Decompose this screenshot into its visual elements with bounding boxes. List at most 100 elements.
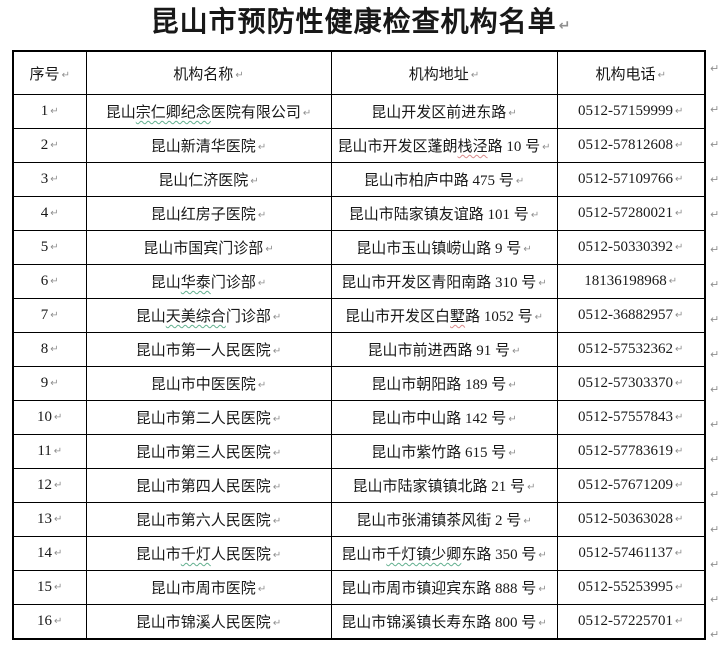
cell-institution-address: 昆山市朝阳路 189 号 ↵: [330, 366, 558, 401]
cell-institution-address: 昆山市紫竹路 615 号 ↵: [330, 434, 558, 469]
cell-institution-name: 昆山红房子医院 ↵: [85, 196, 332, 231]
cell-text: 昆山市前进西路 91 号: [367, 343, 511, 359]
cell-end-mark: ↵: [515, 176, 525, 187]
row-end-marks: ↵ ↵ ↵ ↵ ↵ ↵ ↵ ↵ ↵ ↵ ↵ ↵ ↵ ↵ ↵ ↵ ↵: [710, 50, 719, 655]
cell-text: 0512-36882957: [578, 307, 674, 323]
header-label: 机构电话: [595, 66, 656, 83]
cell-end-mark: ↵: [54, 582, 63, 593]
spellcheck-underlined-text: 宗仁卿纪念: [135, 105, 211, 121]
spellcheck-underlined-text: 天美综合: [165, 309, 226, 325]
header-label: 序号: [29, 66, 60, 83]
cell-text: 昆山: [150, 275, 181, 291]
cell-end-mark: ↵: [257, 380, 267, 391]
spellcheck-underlined-text: 千灯: [180, 547, 211, 563]
table-row: 4 ↵ 昆山红房子医院 ↵ 昆山市陆家镇友谊路 101 号 ↵ 0512-57280021 ↵: [12, 196, 706, 231]
cell-institution-name: 昆山市第三人民医院 ↵: [85, 434, 332, 469]
cell-text: 10: [37, 409, 53, 425]
cell-end-mark: ↵: [675, 174, 684, 185]
cell-institution-phone: 0512-57159999 ↵: [556, 94, 706, 129]
cell-end-mark: ↵: [272, 346, 282, 357]
cell-row-number: 2 ↵: [12, 128, 87, 163]
cell-institution-phone: 0512-57303370 ↵: [556, 366, 706, 401]
institutions-table: 序号 ↵ 机构名称 ↵ 机构地址 ↵ 机构电话 ↵ 1 ↵ 昆山宗仁卿纪念医院有限公司 ↵ 昆山…: [12, 50, 706, 640]
cell-row-number: 11 ↵: [12, 434, 87, 469]
cell-institution-phone: 0512-57109766 ↵: [556, 162, 706, 197]
cell-row-number: 16 ↵: [12, 604, 87, 640]
cell-row-number: 14 ↵: [12, 536, 87, 571]
table-row: 14 ↵ 昆山市千灯人民医院 ↵ 昆山市千灯镇少卿东路 350 号 ↵ 0512-57461…: [12, 536, 706, 571]
cell-text: 路 1052 号: [465, 309, 533, 325]
cell-end-mark: ↵: [675, 514, 684, 525]
row-end-mark: ↵: [710, 453, 720, 466]
cell-institution-address: 昆山市开发区青阳南路 310 号 ↵: [330, 264, 558, 299]
cell-institution-phone: 0512-57812608 ↵: [556, 128, 706, 163]
cell-text: 6: [40, 273, 49, 289]
cell-institution-phone: 0512-57783619 ↵: [556, 434, 706, 469]
cell-end-mark: ↵: [50, 344, 59, 355]
row-end-mark: ↵: [710, 103, 720, 116]
cell-end-mark: ↵: [50, 140, 59, 151]
cell-text: 13: [37, 511, 53, 527]
cell-text: 人民医院: [210, 547, 271, 563]
row-end-mark: ↵: [710, 488, 720, 501]
cell-end-mark: ↵: [50, 174, 59, 185]
row-end-mark: ↵: [710, 278, 720, 291]
cell-text: 昆山市国宾门诊部: [143, 241, 264, 257]
cell-end-mark: ↵: [54, 548, 63, 559]
header-label: 机构名称: [173, 66, 234, 83]
cell-text: 医院有限公司: [210, 105, 301, 121]
cell-text: 昆山市第二人民医院: [135, 411, 271, 427]
cell-text: 7: [40, 307, 49, 323]
cell-text: 昆山市陆家镇友谊路 101 号: [348, 207, 529, 223]
cell-end-mark: ↵: [257, 210, 267, 221]
cell-institution-address: 昆山市陆家镇友谊路 101 号 ↵: [330, 196, 558, 231]
row-end-mark: ↵: [710, 348, 720, 361]
cell-end-mark: ↵: [542, 142, 551, 153]
cell-end-mark: ↵: [272, 414, 282, 425]
table-row: 7 ↵ 昆山天美综合门诊部 ↵ 昆山市开发区白墅路 1052 号 ↵ 0512-368829…: [12, 298, 706, 333]
cell-end-mark: ↵: [272, 312, 282, 323]
cell-end-mark: ↵: [523, 244, 532, 255]
cell-text: 昆山红房子医院: [150, 207, 256, 223]
cell-text: 昆山市开发区蓬朗: [337, 139, 458, 155]
cell-institution-address: 昆山市前进西路 91 号 ↵: [330, 332, 558, 367]
page-title-text: 昆山市预防性健康检查机构名单: [150, 6, 557, 37]
cell-end-mark: ↵: [61, 69, 70, 81]
table-row: 16 ↵ 昆山市锦溪人民医院 ↵ 昆山市锦溪镇长寿东路 800 号 ↵ 0512-57225…: [12, 604, 706, 640]
table-row: 10 ↵ 昆山市第二人民医院 ↵ 昆山市中山路 142 号 ↵ 0512-57557843 ↵: [12, 400, 706, 435]
table-row: 5 ↵ 昆山市国宾门诊部 ↵ 昆山市玉山镇崂山路 9 号 ↵ 0512-50330392 ↵: [12, 230, 706, 265]
cell-text: 昆山新清华医院: [150, 139, 256, 155]
cell-end-mark: ↵: [538, 550, 547, 561]
cell-text: 18136198968: [584, 273, 667, 289]
cell-text: 0512-50363028: [578, 511, 674, 527]
cell-end-mark: ↵: [272, 516, 282, 527]
cell-end-mark: ↵: [257, 142, 267, 153]
cell-institution-address: 昆山开发区前进东路 ↵: [330, 94, 558, 129]
cell-text: 2: [40, 137, 49, 153]
cell-text: 0512-50330392: [578, 239, 674, 255]
cell-text: 昆山市朝阳路 189 号: [371, 377, 507, 393]
cell-text: 昆山市中医医院: [150, 377, 256, 393]
table-row: 8 ↵ 昆山市第一人民医院 ↵ 昆山市前进西路 91 号 ↵ 0512-57532362 ↵: [12, 332, 706, 367]
cell-end-mark: ↵: [50, 106, 59, 117]
cell-end-mark: ↵: [508, 108, 517, 119]
cell-end-mark: ↵: [53, 446, 63, 457]
cell-text: 昆山市玉山镇崂山路 9 号: [356, 241, 522, 257]
cell-end-mark: ↵: [272, 550, 282, 561]
cell-end-mark: ↵: [250, 176, 259, 187]
cell-institution-phone: 18136198968 ↵: [556, 264, 706, 299]
table-row: 6 ↵ 昆山华泰门诊部 ↵ 昆山市开发区青阳南路 310 号 ↵ 18136198968 ↵: [12, 264, 706, 299]
cell-institution-name: 昆山市锦溪人民医院 ↵: [85, 604, 332, 640]
cell-text: 0512-57783619: [578, 443, 674, 459]
cell-text: 昆山市锦溪人民医院: [135, 615, 271, 631]
cell-institution-name: 昆山宗仁卿纪念医院有限公司 ↵: [85, 94, 332, 129]
cell-end-mark: ↵: [54, 616, 63, 627]
cell-text: 昆山市柏庐中路 475 号: [363, 173, 514, 189]
table-row: 11 ↵ 昆山市第三人民医院 ↵ 昆山市紫竹路 615 号 ↵ 0512-57783619 ↵: [12, 434, 706, 469]
table-row: 9 ↵ 昆山市中医医院 ↵ 昆山市朝阳路 189 号 ↵ 0512-57303370 ↵: [12, 366, 706, 401]
spellcheck-underlined-text: 栈泾: [457, 139, 488, 155]
cell-end-mark: ↵: [675, 616, 684, 627]
cell-end-mark: ↵: [530, 210, 540, 221]
table-row: 13 ↵ 昆山市第六人民医院 ↵ 昆山市张浦镇茶风街 2 号 ↵ 0512-50363028…: [12, 502, 706, 537]
header-row: 序号 ↵ 机构名称 ↵ 机构地址 ↵ 机构电话 ↵: [12, 50, 706, 95]
